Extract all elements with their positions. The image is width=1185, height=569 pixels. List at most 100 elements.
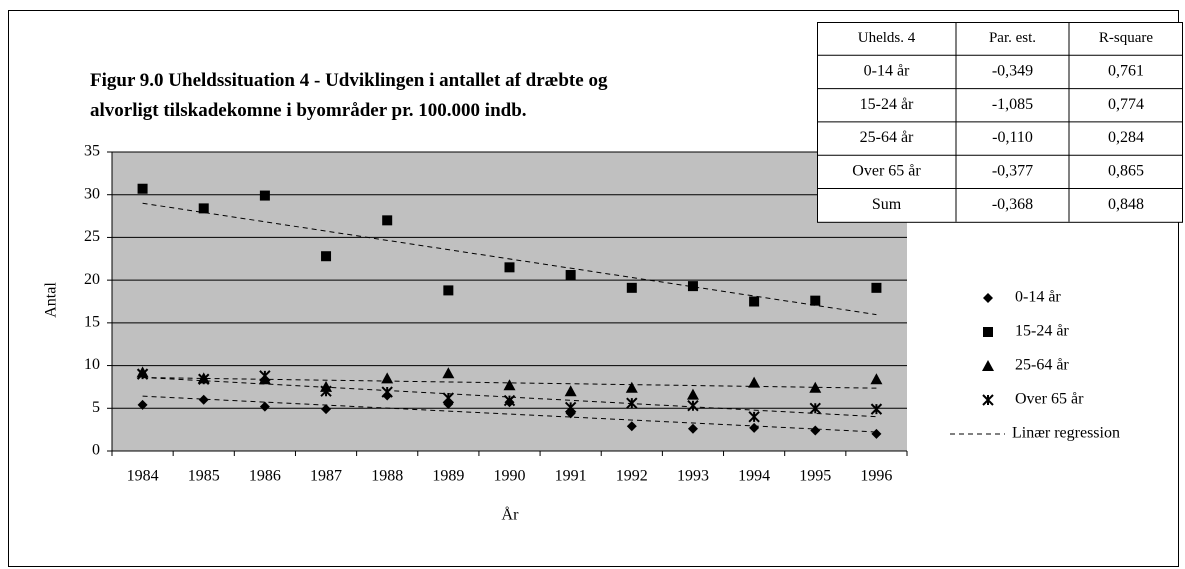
legend-marker	[982, 394, 994, 406]
marker	[626, 397, 638, 409]
table-cell: 0,761	[1108, 63, 1144, 80]
marker	[443, 285, 454, 296]
x-tick-label: 1990	[494, 468, 526, 485]
table-header: Uhelds. 4	[858, 30, 916, 46]
trendline	[142, 202, 877, 316]
marker	[321, 404, 332, 415]
marker	[686, 388, 699, 400]
marker	[748, 376, 761, 388]
y-tick-label: 5	[92, 399, 100, 416]
table-cell: -0,368	[992, 196, 1033, 213]
x-tick-label: 1992	[616, 468, 648, 485]
marker	[749, 296, 760, 307]
legend-marker	[982, 360, 994, 371]
marker	[749, 422, 760, 433]
y-tick-label: 15	[84, 314, 100, 331]
trendline	[142, 376, 877, 418]
marker	[809, 381, 822, 393]
y-tick-label: 10	[84, 356, 100, 373]
table-header: R-square	[1099, 30, 1153, 46]
legend-marker	[983, 293, 993, 303]
marker	[442, 392, 455, 404]
y-tick-label: 35	[84, 143, 100, 160]
marker	[687, 281, 698, 292]
y-axis-label: Antal	[43, 282, 60, 318]
chart-title: alvorligt tilskadekomne i byområder pr. …	[90, 100, 527, 121]
table-cell: 0,774	[1108, 96, 1144, 113]
legend-label: 15-24 år	[1015, 323, 1069, 340]
table-cell: -0,377	[992, 163, 1033, 180]
table-cell: 0,284	[1108, 129, 1144, 146]
table-cell: -1,085	[992, 96, 1033, 113]
marker	[198, 373, 210, 385]
marker	[137, 399, 148, 410]
marker	[381, 386, 393, 398]
marker	[321, 251, 332, 262]
marker	[198, 203, 209, 214]
marker	[442, 367, 455, 379]
legend-label: Over 65 år	[1015, 391, 1084, 408]
x-tick-label: 1994	[738, 468, 770, 485]
marker	[564, 385, 577, 397]
marker	[503, 394, 516, 407]
marker	[809, 402, 821, 414]
marker	[198, 394, 209, 405]
legend-marker	[983, 327, 993, 337]
marker	[504, 262, 515, 273]
marker	[687, 423, 698, 434]
marker	[748, 411, 760, 423]
marker	[320, 385, 332, 397]
marker	[687, 400, 699, 412]
x-tick-label: 1995	[799, 468, 831, 485]
x-tick-label: 1984	[127, 468, 159, 485]
y-tick-label: 25	[84, 228, 100, 245]
x-tick-label: 1987	[310, 468, 342, 485]
legend-label: Linær regression	[1012, 425, 1120, 442]
marker	[626, 421, 637, 432]
x-axis-label: År	[502, 506, 520, 524]
y-tick-label: 0	[92, 442, 100, 459]
marker	[381, 372, 394, 384]
marker	[870, 373, 883, 385]
marker	[136, 368, 149, 380]
table-cell: -0,349	[992, 63, 1033, 80]
y-tick-label: 20	[84, 271, 100, 288]
chart-title: Figur 9.0 Uheldssituation 4 - Udviklinge…	[90, 70, 608, 91]
marker	[626, 282, 637, 293]
marker	[871, 282, 882, 293]
marker	[625, 381, 638, 393]
marker	[259, 190, 270, 201]
marker	[810, 295, 821, 306]
legend-label: 0-14 år	[1015, 289, 1061, 306]
x-tick-label: 1985	[188, 468, 220, 485]
marker	[259, 401, 270, 412]
x-tick-label: 1993	[677, 468, 709, 485]
table-cell: Over 65 år	[852, 163, 921, 180]
table-header: Par. est.	[989, 30, 1036, 46]
x-tick-label: 1988	[371, 468, 403, 485]
marker	[564, 401, 577, 414]
table-cell: -0,110	[992, 129, 1033, 146]
marker	[810, 425, 821, 436]
table-cell: 0-14 år	[864, 63, 910, 80]
table-cell: 15-24 år	[860, 96, 914, 113]
table-cell: Sum	[872, 196, 902, 213]
table-cell: 0,848	[1108, 196, 1144, 213]
marker	[137, 183, 148, 194]
marker	[503, 379, 516, 391]
legend-label: 25-64 år	[1015, 357, 1069, 374]
x-tick-label: 1989	[432, 468, 464, 485]
marker	[382, 215, 393, 226]
marker	[565, 270, 576, 281]
marker	[871, 428, 882, 439]
x-tick-label: 1986	[249, 468, 281, 485]
marker	[259, 370, 271, 382]
x-tick-label: 1991	[555, 468, 587, 485]
x-tick-label: 1996	[860, 468, 892, 485]
y-tick-label: 30	[84, 185, 100, 202]
table-cell: 25-64 år	[860, 129, 914, 146]
marker	[870, 403, 883, 415]
table-cell: 0,865	[1108, 163, 1144, 180]
